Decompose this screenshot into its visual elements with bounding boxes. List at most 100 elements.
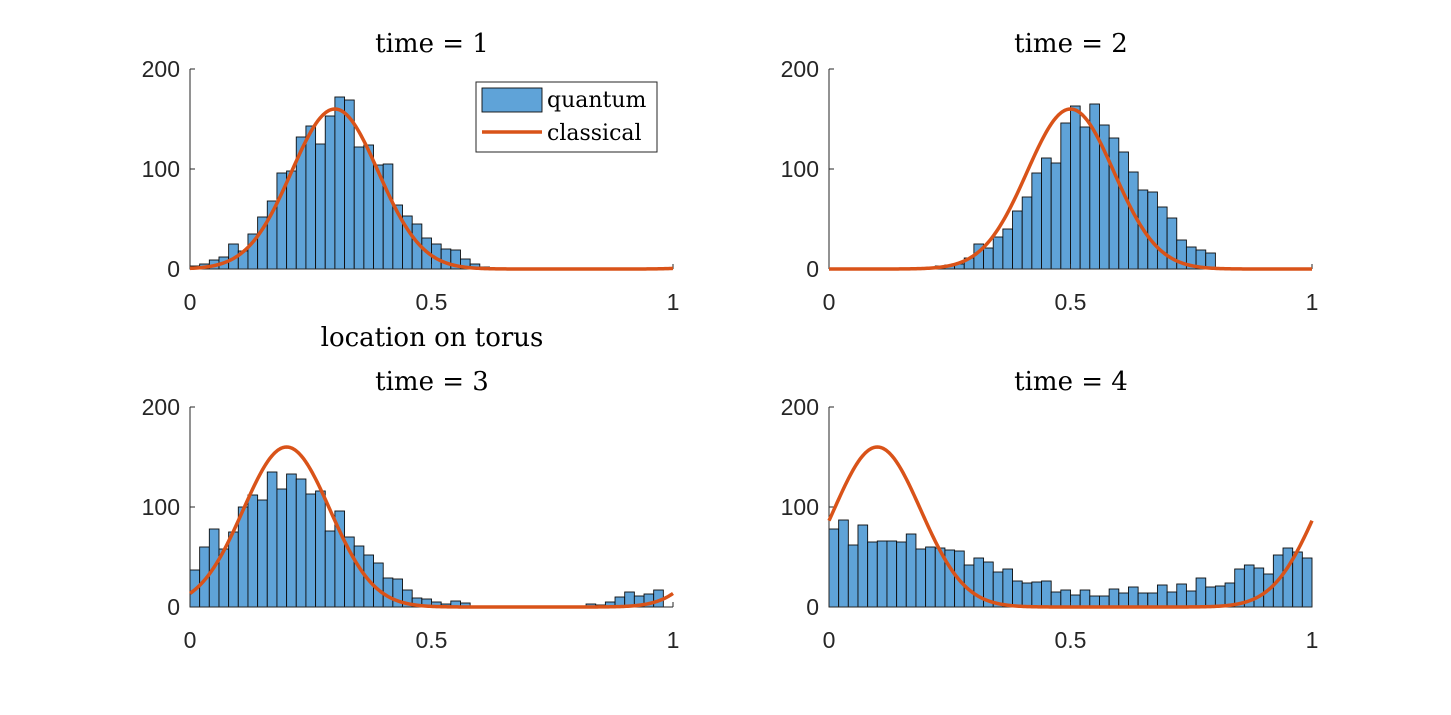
histogram-bar xyxy=(1137,592,1149,608)
histogram-bar xyxy=(1282,547,1294,608)
histogram-bar xyxy=(286,473,297,608)
histogram-bar xyxy=(1108,137,1120,270)
classical-curve xyxy=(189,107,674,271)
histogram-bar xyxy=(266,471,278,608)
histogram-bar xyxy=(1205,586,1216,608)
histogram-bar xyxy=(334,96,346,270)
legend-swatch-quantum xyxy=(481,87,543,113)
histogram-bar xyxy=(992,236,1004,270)
histogram-bar xyxy=(237,506,249,608)
histogram-bar xyxy=(324,530,336,608)
y-tick-label: 0 xyxy=(806,594,819,620)
histogram-bar xyxy=(315,143,326,270)
panel-title: time = 3 xyxy=(375,367,489,397)
y-tick-label: 200 xyxy=(781,56,819,82)
histogram-bar xyxy=(1021,196,1033,270)
x-tick-label: 0.5 xyxy=(416,627,448,653)
histogram-bar xyxy=(440,248,452,270)
histogram-bar xyxy=(925,546,936,608)
histogram-bar xyxy=(867,541,878,608)
histogram-bar xyxy=(1147,191,1158,270)
y-tick-label: 0 xyxy=(167,594,180,620)
histogram-bar xyxy=(1041,157,1052,270)
histogram-bar xyxy=(1070,594,1081,608)
histogram-bar xyxy=(1079,126,1091,270)
histogram-bar xyxy=(382,163,394,270)
x-tick-label: 1 xyxy=(667,627,680,653)
panel-time-1: 0 0.5 1 0 100 200 xyxy=(142,56,680,315)
y-tick-label: 100 xyxy=(142,494,180,520)
y-tick-label: 200 xyxy=(781,394,819,420)
x-axis-label: location on torus xyxy=(321,323,544,353)
panel-title: time = 4 xyxy=(1014,367,1128,397)
histogram-bar xyxy=(1166,591,1178,608)
classical-curve xyxy=(188,445,674,609)
histogram-bar xyxy=(286,170,297,270)
histogram-bar xyxy=(1050,591,1062,608)
x-tick-label: 0 xyxy=(823,289,836,315)
histogram-bar xyxy=(886,540,898,608)
histogram-bar xyxy=(1147,592,1158,608)
x-tick-label: 1 xyxy=(1306,289,1319,315)
histogram-bar xyxy=(1214,585,1226,608)
panel-title: time = 1 xyxy=(375,29,489,59)
legend-label-quantum: quantum xyxy=(547,88,647,113)
classical-curve xyxy=(827,445,1314,609)
y-tick-label: 200 xyxy=(142,394,180,420)
x-tick-label: 0.5 xyxy=(416,289,448,315)
histogram-bar xyxy=(1002,568,1013,608)
histogram-bar xyxy=(1118,592,1129,608)
histogram-bar xyxy=(905,533,917,608)
y-tick-label: 100 xyxy=(142,156,180,182)
histogram-bar xyxy=(1060,122,1071,270)
histogram-bar xyxy=(983,247,994,270)
x-tick-label: 1 xyxy=(1306,627,1319,653)
histogram-bar xyxy=(1156,206,1168,270)
x-tick-label: 1 xyxy=(667,289,680,315)
legend: quantum classical xyxy=(475,81,658,153)
x-tick-label: 0.5 xyxy=(1055,627,1087,653)
histogram-bar xyxy=(876,540,888,608)
histogram-bar xyxy=(1108,588,1120,608)
panel-title: time = 2 xyxy=(1014,29,1128,59)
histogram-bar xyxy=(295,478,307,608)
y-tick-label: 200 xyxy=(142,56,180,82)
y-tick-label: 0 xyxy=(806,256,819,282)
histogram-bar xyxy=(1156,584,1168,608)
histogram-bar xyxy=(228,531,239,608)
histogram-bar xyxy=(1070,105,1081,270)
histogram-bar xyxy=(315,490,326,608)
legend-label-classical: classical xyxy=(547,121,642,146)
histogram-bar xyxy=(1253,567,1265,608)
histogram-bar xyxy=(276,488,288,608)
histogram-bar xyxy=(1301,557,1313,608)
histogram-bar xyxy=(1031,581,1042,608)
histogram-bar xyxy=(828,528,840,608)
classical-curve xyxy=(828,107,1313,271)
y-tick-label: 0 xyxy=(167,256,180,282)
histogram-bar xyxy=(324,115,336,270)
histogram-bar xyxy=(896,541,907,608)
histogram-bar xyxy=(353,146,365,270)
x-tick-label: 0 xyxy=(184,627,197,653)
histogram-bar xyxy=(305,125,317,270)
histogram-bar xyxy=(1050,162,1062,270)
histogram-bar xyxy=(857,524,869,608)
y-tick-label: 100 xyxy=(781,494,819,520)
histogram-bar xyxy=(1128,586,1139,608)
y-tick-label: 100 xyxy=(781,156,819,182)
histogram-bar xyxy=(1041,580,1052,608)
histogram-bar xyxy=(1002,228,1013,270)
x-tick-label: 0 xyxy=(823,627,836,653)
histogram-bar xyxy=(257,499,268,608)
histogram-bar xyxy=(847,544,859,608)
histogram-bar xyxy=(1021,582,1033,608)
histogram-bar xyxy=(915,548,927,608)
histogram-bar xyxy=(344,99,355,270)
panel-time-3: 0 0.5 1 0 100 200 xyxy=(142,394,680,653)
x-tick-label: 0.5 xyxy=(1055,289,1087,315)
histogram-bar xyxy=(363,144,374,270)
histogram-bar xyxy=(1031,172,1042,270)
histogram-bar xyxy=(353,545,365,608)
